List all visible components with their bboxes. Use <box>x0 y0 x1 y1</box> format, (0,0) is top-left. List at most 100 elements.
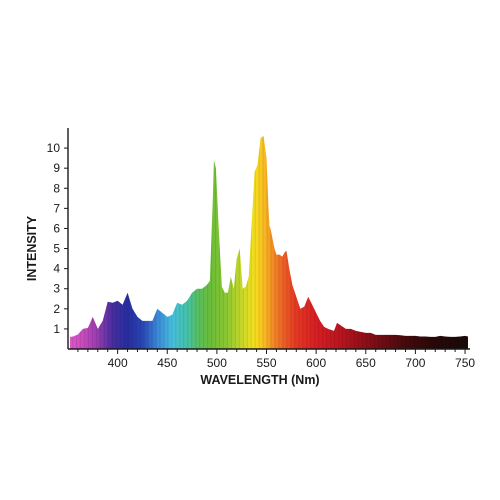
spectrum-stripe <box>187 136 189 349</box>
spectrum-stripe <box>262 136 264 349</box>
spectrum-stripe <box>111 136 113 349</box>
y-tick-label: 2 <box>53 302 60 316</box>
spectrum-stripe <box>409 136 411 349</box>
x-tick-label: 650 <box>356 356 376 370</box>
spectrum-stripe <box>266 136 268 349</box>
spectrum-stripe <box>405 136 407 349</box>
x-axis-title: WAVELENGTH (Nm) <box>200 373 319 387</box>
spectrum-stripe <box>425 136 427 349</box>
y-tick-label: 10 <box>47 141 61 155</box>
spectrum-stripe <box>389 136 391 349</box>
y-tick-label: 4 <box>53 262 60 276</box>
spectrum-stripe <box>226 136 228 349</box>
spectrum-stripe <box>298 136 300 349</box>
spectrum-stripe <box>322 136 324 349</box>
spectrum-stripe <box>270 136 272 349</box>
spectrum-stripe <box>457 136 459 349</box>
spectrum-stripe <box>72 136 74 349</box>
spectrum-stripe <box>123 136 125 349</box>
spectrum-stripe <box>214 136 217 349</box>
spectrum-stripe <box>441 136 443 349</box>
spectrum-stripe <box>282 136 284 349</box>
spectrum-stripe <box>222 136 224 349</box>
spectrum-stripe <box>175 136 177 349</box>
spectrum-stripe <box>103 136 105 349</box>
y-tick-label: 5 <box>53 242 60 256</box>
spectrum-stripe <box>179 136 181 349</box>
spectrum-stripe <box>183 136 185 349</box>
spectrum-stripe <box>385 136 387 349</box>
x-tick-label: 500 <box>207 356 227 370</box>
spectrum-stripe <box>345 136 348 349</box>
spectrum-stripe <box>361 136 363 349</box>
spectrum-stripe <box>377 136 379 349</box>
spectrum-stripe <box>330 136 332 349</box>
spectrum-area <box>70 136 468 349</box>
spectrum-stripe <box>79 136 82 349</box>
spectrum-stripe <box>163 136 165 349</box>
spectrum-stripe <box>151 136 153 349</box>
y-tick-label: 7 <box>53 201 60 215</box>
spectrum-stripe <box>461 136 463 349</box>
spectrum-stripe <box>314 136 316 349</box>
spectrum-stripe <box>294 136 296 349</box>
spectrum-stripe <box>258 136 260 349</box>
spectrum-stripe <box>274 136 276 349</box>
y-tick-label: 8 <box>53 181 60 195</box>
spectrum-stripe <box>191 136 193 349</box>
spectrum-stripe <box>445 136 447 349</box>
spectrum-stripe <box>238 136 240 349</box>
spectrum-stripe <box>349 136 352 349</box>
spectrum-stripe <box>278 136 280 349</box>
spectrum-stripe <box>207 136 209 349</box>
spectrum-stripe <box>139 136 141 349</box>
spectrum-stripe <box>119 136 121 349</box>
spectrum-stripe <box>449 136 451 349</box>
spectrum-stripe <box>147 136 149 349</box>
spectrum-area-group <box>70 128 470 349</box>
spectrum-stripe <box>334 136 336 349</box>
spectrum-stripe <box>131 136 133 349</box>
spectrum-stripe <box>242 136 244 349</box>
spectrum-stripe <box>286 136 288 349</box>
y-tick-label: 1 <box>53 322 60 336</box>
spectrum-stripe <box>465 136 467 349</box>
spectrum-stripe <box>453 136 455 349</box>
x-tick-label: 550 <box>257 356 277 370</box>
x-tick-label: 400 <box>108 356 128 370</box>
spectrum-stripe <box>433 136 435 349</box>
spectrum-stripe <box>437 136 439 349</box>
spectrum-stripe <box>469 128 470 349</box>
spectrum-stripe <box>429 136 431 349</box>
spectrum-stripe <box>318 136 320 349</box>
spectrum-stripe <box>421 136 423 349</box>
x-tick-label: 700 <box>405 356 425 370</box>
x-tick-label: 450 <box>157 356 177 370</box>
spectrum-stripe <box>306 136 308 349</box>
spectrum-stripe <box>143 136 145 349</box>
y-tick-label: 9 <box>53 161 60 175</box>
spectrum-stripe <box>203 136 205 349</box>
spectrum-stripe <box>75 136 78 349</box>
spectrum-stripe <box>210 136 213 349</box>
y-axis-title: INTENSITY <box>25 215 39 281</box>
spectrum-stripe <box>91 136 93 349</box>
spectrum-stripe <box>234 136 236 349</box>
spectrum-stripe <box>417 136 419 349</box>
spectrum-stripe <box>373 136 375 349</box>
spectrum-stripe <box>171 136 173 349</box>
spectrum-stripe <box>369 136 371 349</box>
spectrum-stripe <box>115 136 117 349</box>
spectrum-stripe <box>365 136 367 349</box>
x-axis-ticks: 400 450 500 550 600 650 700 750 <box>77 349 475 370</box>
x-tick-label: 750 <box>455 356 475 370</box>
spectrum-stripe <box>401 136 403 349</box>
spectrum-stripe <box>83 136 86 349</box>
spectrum-stripe <box>246 136 248 349</box>
spectrum-stripe <box>381 136 383 349</box>
spectrum-stripe <box>290 136 292 349</box>
spectrum-stripe <box>155 136 157 349</box>
spectrum-stripe <box>302 136 304 349</box>
y-axis-ticks: 1 2 3 4 5 6 7 8 9 10 <box>47 141 68 336</box>
